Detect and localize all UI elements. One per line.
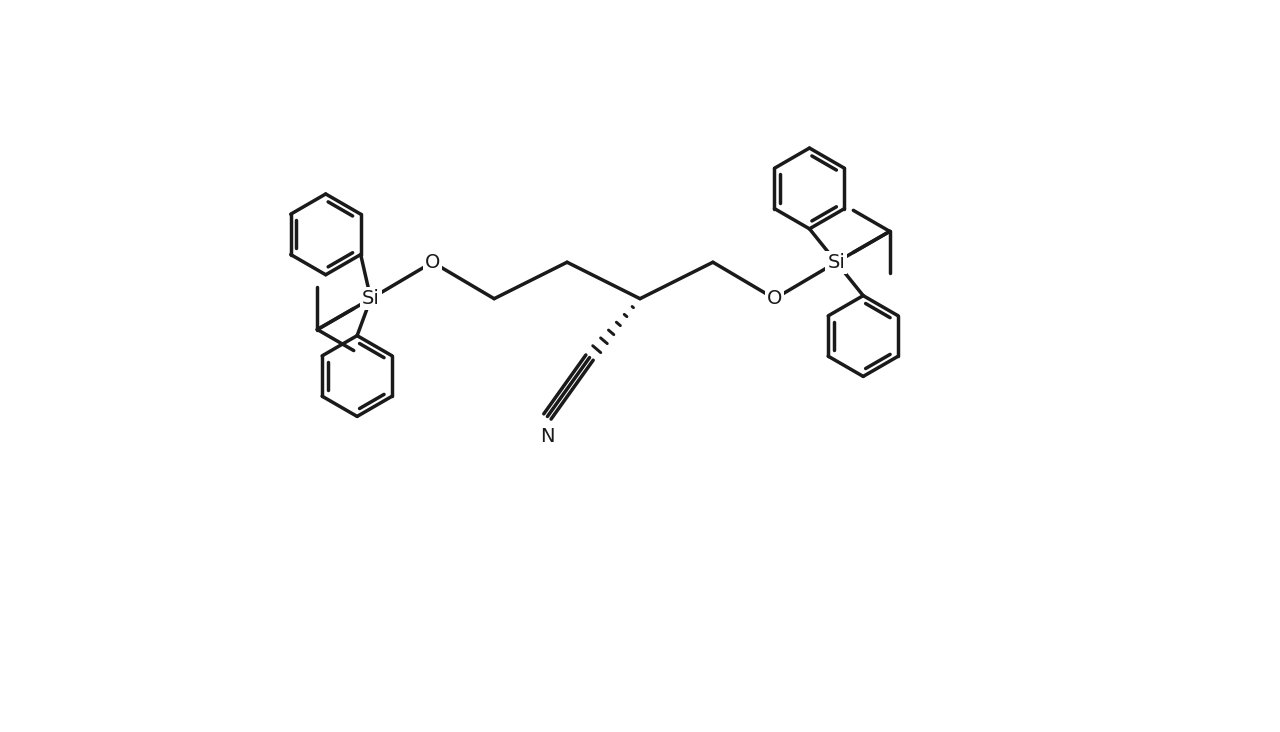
Text: Si: Si (362, 289, 380, 308)
Text: O: O (425, 253, 440, 272)
Text: N: N (540, 427, 554, 446)
Text: O: O (767, 289, 782, 308)
Text: Si: Si (827, 253, 845, 272)
